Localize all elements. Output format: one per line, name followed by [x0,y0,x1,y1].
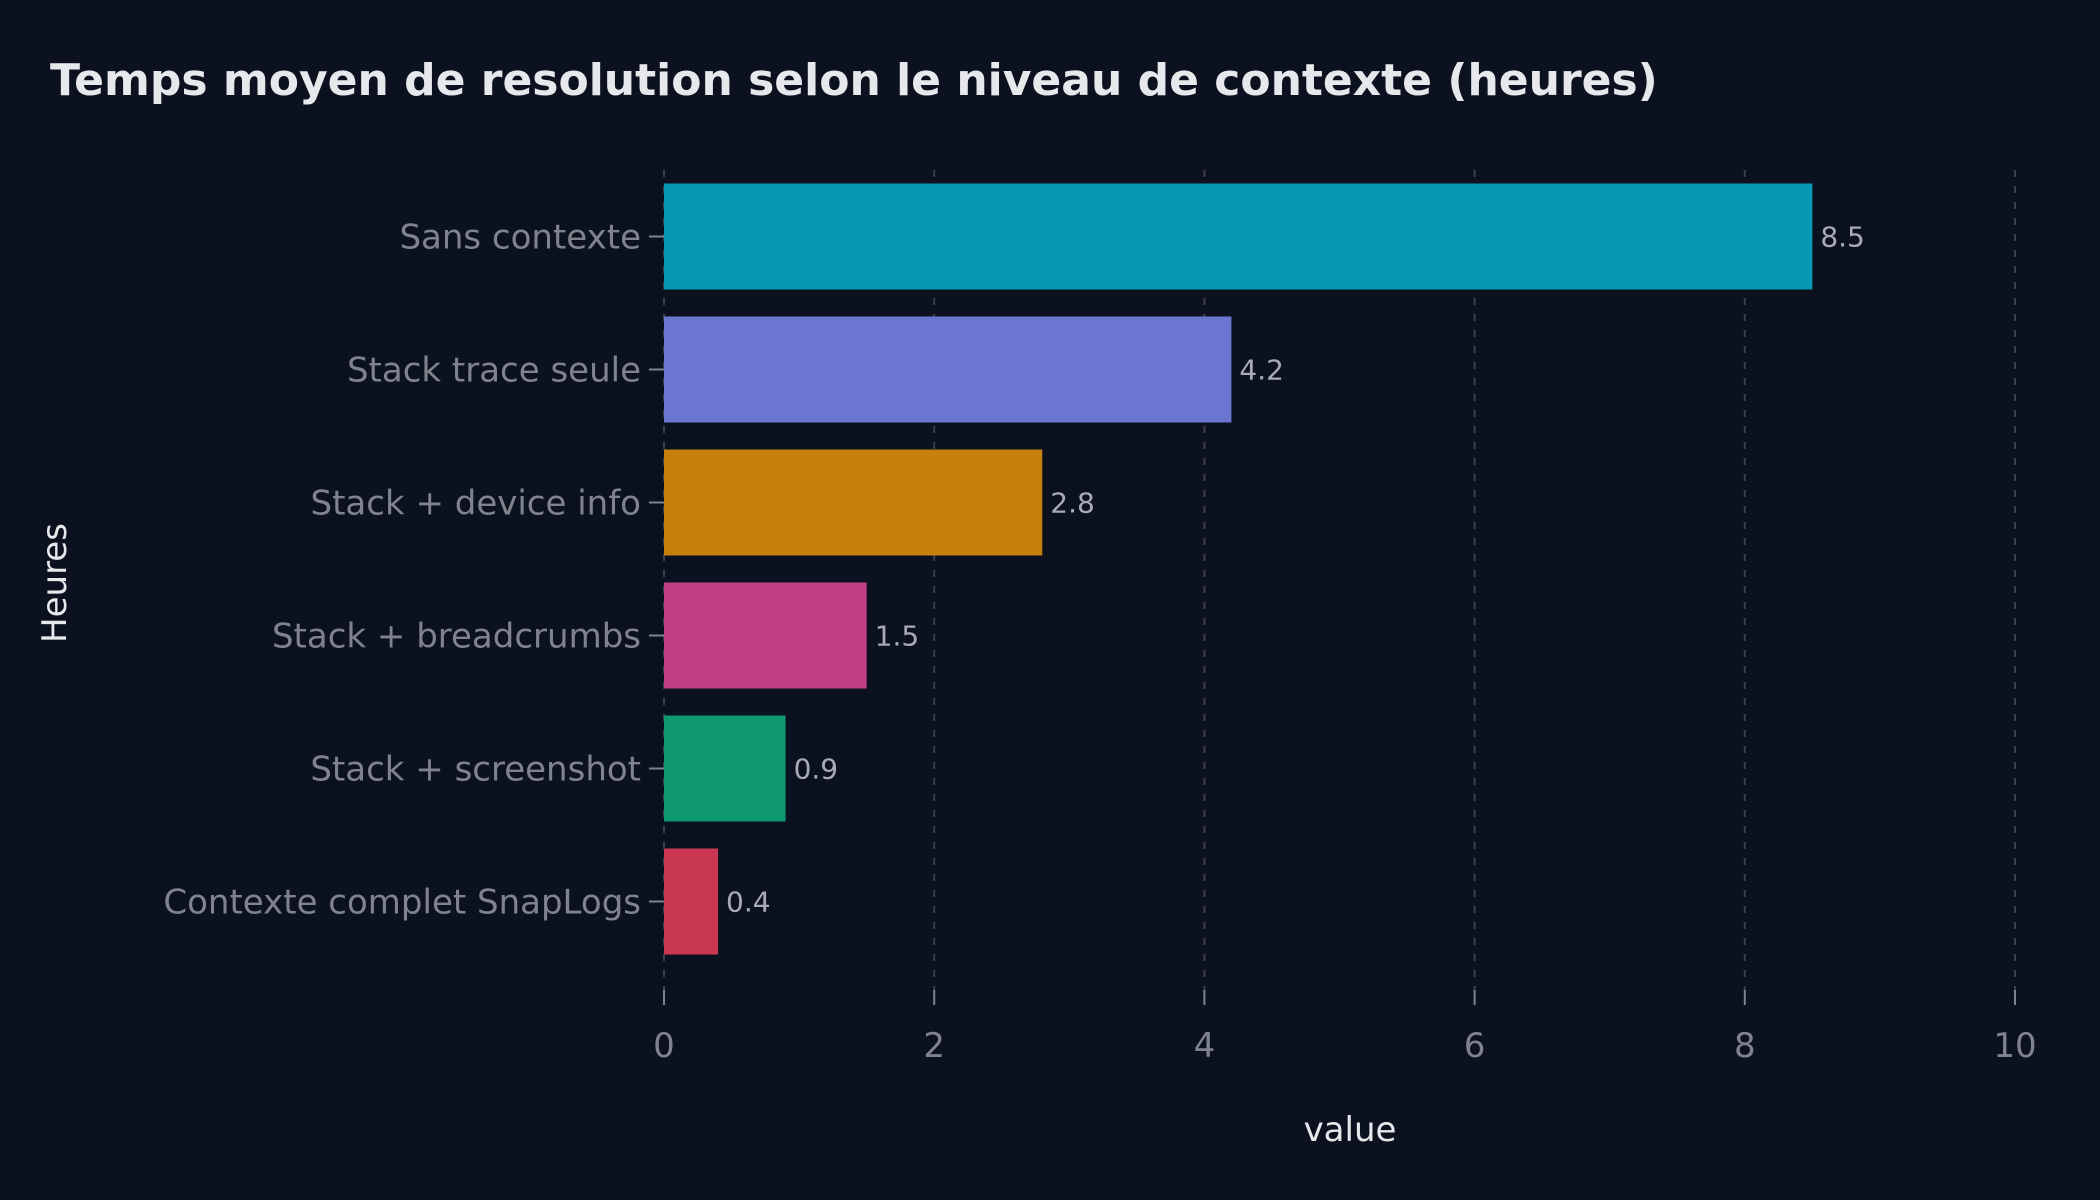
data-label: 1.5 [875,620,920,653]
y-tick-label: Contexte complet SnapLogs [163,883,641,923]
x-axis-ticks: 0 2 4 6 8 10 [653,990,2037,1066]
x-axis-label: value [1304,1110,1397,1150]
bars [664,183,1813,955]
data-labels: 8.5 4.2 2.8 1.5 0.9 0.4 [726,221,1865,919]
bar [664,848,719,955]
bar [664,183,1813,290]
y-tick-label: Stack + screenshot [310,750,641,790]
y-tick-label: Stack + device info [311,484,642,524]
y-tick-label: Sans contexte [399,218,641,258]
x-tick-label: 4 [1194,1026,1216,1066]
x-tick-label: 2 [923,1026,945,1066]
y-axis-label: Heures [35,523,75,643]
chart-title: Temps moyen de resolution selon le nivea… [50,55,1658,106]
data-label: 4.2 [1239,354,1284,387]
y-tick-label: Stack + breadcrumbs [272,617,641,657]
data-label: 0.9 [794,753,839,786]
bar [664,449,1043,556]
bar [664,715,786,822]
y-axis-ticks: Sans contexte Stack trace seule Stack + de… [163,218,664,923]
bar [664,582,867,689]
bar [664,316,1232,423]
x-tick-label: 0 [653,1026,675,1066]
data-label: 2.8 [1050,487,1095,520]
x-tick-label: 6 [1464,1026,1486,1066]
x-tick-label: 8 [1734,1026,1756,1066]
y-tick-label: Stack trace seule [347,351,641,391]
data-label: 0.4 [726,886,771,919]
x-tick-label: 10 [1993,1026,2036,1066]
data-label: 8.5 [1820,221,1865,254]
